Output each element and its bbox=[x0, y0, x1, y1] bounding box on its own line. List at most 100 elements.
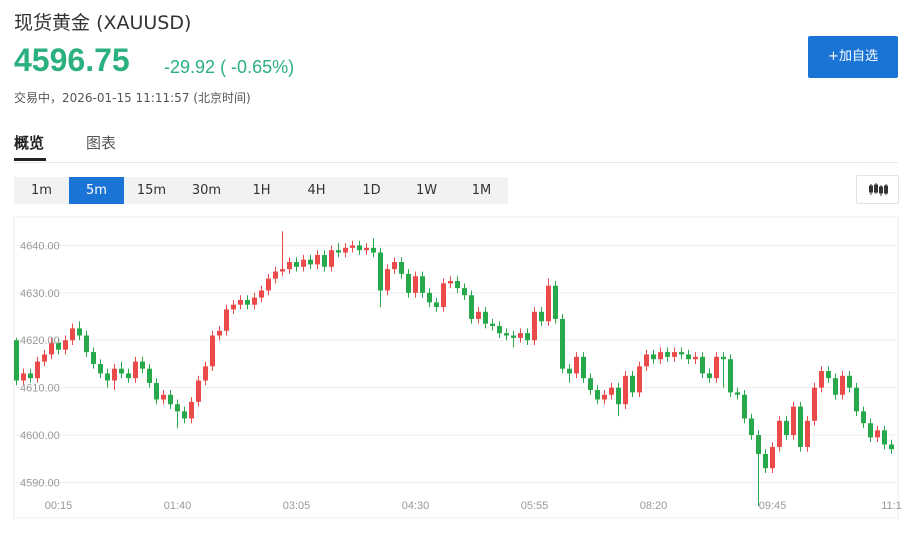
candle-body bbox=[546, 285, 551, 322]
candle-body bbox=[889, 444, 894, 450]
candle-body bbox=[623, 375, 628, 405]
candle-body bbox=[350, 245, 355, 248]
candle-body bbox=[490, 323, 495, 327]
y-tick-label: 4640.00 bbox=[20, 240, 60, 252]
candle-body bbox=[602, 394, 607, 400]
y-tick-label: 4590.00 bbox=[20, 477, 60, 489]
candle-body bbox=[175, 404, 180, 412]
watch-button[interactable]: +加自选 bbox=[808, 36, 898, 78]
candle-body bbox=[161, 394, 166, 400]
x-tick-label: 03:05 bbox=[283, 500, 311, 512]
candle-body bbox=[483, 311, 488, 324]
interval[interactable]: 30m bbox=[191, 183, 222, 198]
candle-body bbox=[721, 356, 726, 360]
candle-body bbox=[511, 335, 516, 338]
candle-body bbox=[728, 359, 733, 393]
candle-body bbox=[245, 299, 250, 305]
candle-body bbox=[497, 326, 502, 334]
candle-body bbox=[539, 311, 544, 322]
candle-body bbox=[28, 373, 33, 379]
x-tick-label: 11:1 bbox=[881, 500, 902, 512]
y-tick-label: 4620.00 bbox=[20, 335, 60, 347]
candle-body bbox=[882, 430, 887, 445]
candle-body bbox=[679, 352, 684, 355]
candle-body bbox=[658, 352, 663, 360]
candle-body bbox=[420, 276, 425, 293]
candle-body bbox=[574, 356, 579, 374]
tab[interactable]: 图表 bbox=[86, 134, 117, 152]
candle-body bbox=[63, 340, 68, 350]
title: 现货黄金 (XAUUSD) bbox=[14, 8, 191, 35]
interval[interactable]: 1M bbox=[471, 183, 492, 198]
candle-body bbox=[763, 454, 768, 469]
interval[interactable]: 1W bbox=[415, 183, 438, 198]
candle-body bbox=[560, 318, 565, 369]
candle-body bbox=[189, 401, 194, 419]
candle-body bbox=[182, 411, 187, 419]
candle-body bbox=[742, 394, 747, 419]
change: -29.92 ( -0.65%) bbox=[164, 57, 294, 78]
candle-body bbox=[714, 356, 719, 379]
candle-body bbox=[231, 304, 236, 310]
price: 4596.75 bbox=[14, 42, 130, 78]
candle-body bbox=[196, 380, 201, 402]
candle-body bbox=[707, 373, 712, 379]
candle-body bbox=[252, 297, 257, 305]
chart-type-button[interactable] bbox=[856, 175, 899, 204]
candle-body bbox=[315, 254, 320, 265]
candle-body bbox=[322, 254, 327, 267]
candle-body bbox=[875, 430, 880, 438]
candle-body bbox=[553, 285, 558, 319]
candle-body bbox=[357, 245, 362, 251]
interval[interactable]: 1m bbox=[31, 183, 52, 198]
candle-body bbox=[133, 361, 138, 379]
candle-body bbox=[525, 333, 530, 341]
candle-body bbox=[287, 262, 292, 270]
candle-body bbox=[308, 259, 313, 265]
candle-body bbox=[126, 373, 131, 379]
candle-body bbox=[819, 371, 824, 388]
candle-body bbox=[77, 328, 82, 336]
x-tick-label: 09:45 bbox=[759, 500, 787, 512]
interval[interactable]: 15m bbox=[136, 183, 167, 198]
candle-body bbox=[805, 420, 810, 447]
x-tick-label: 08:20 bbox=[640, 500, 668, 512]
interval[interactable]: 1D bbox=[362, 183, 381, 198]
interval[interactable]: 5m bbox=[69, 177, 124, 204]
interval[interactable]: 1H bbox=[252, 183, 271, 198]
interval[interactable]: 4H bbox=[307, 183, 326, 198]
candle-body bbox=[35, 361, 40, 379]
candle-body bbox=[392, 262, 397, 270]
candle-body bbox=[273, 271, 278, 279]
candle-body bbox=[434, 302, 439, 308]
candle-body bbox=[364, 247, 369, 251]
candle-body bbox=[119, 368, 124, 374]
candle-body bbox=[448, 280, 453, 284]
y-tick-label: 4630.00 bbox=[20, 288, 60, 300]
candle-body bbox=[665, 352, 670, 357]
y-tick-label: 4600.00 bbox=[20, 430, 60, 442]
candle-body bbox=[91, 352, 96, 364]
candle-body bbox=[777, 420, 782, 447]
candle-body bbox=[462, 288, 467, 296]
candle-body bbox=[609, 387, 614, 395]
candle-body bbox=[112, 368, 117, 381]
x-tick-label: 01:40 bbox=[164, 500, 192, 512]
candle-body bbox=[399, 262, 404, 274]
candle-body bbox=[154, 382, 159, 400]
candle-body bbox=[441, 283, 446, 308]
candle-body bbox=[385, 269, 390, 291]
candle-body bbox=[84, 335, 89, 353]
candle-body bbox=[581, 356, 586, 379]
candle-body bbox=[595, 390, 600, 400]
candle-body bbox=[14, 340, 19, 381]
candle-body bbox=[861, 411, 866, 424]
candle-body bbox=[469, 295, 474, 319]
candle-body bbox=[294, 262, 299, 267]
y-tick-label: 4610.00 bbox=[20, 383, 60, 395]
candle-body bbox=[798, 406, 803, 447]
tab[interactable]: 概览 bbox=[14, 134, 45, 152]
candle-body bbox=[427, 292, 432, 303]
candle-body bbox=[686, 354, 691, 360]
candle-body bbox=[784, 420, 789, 436]
